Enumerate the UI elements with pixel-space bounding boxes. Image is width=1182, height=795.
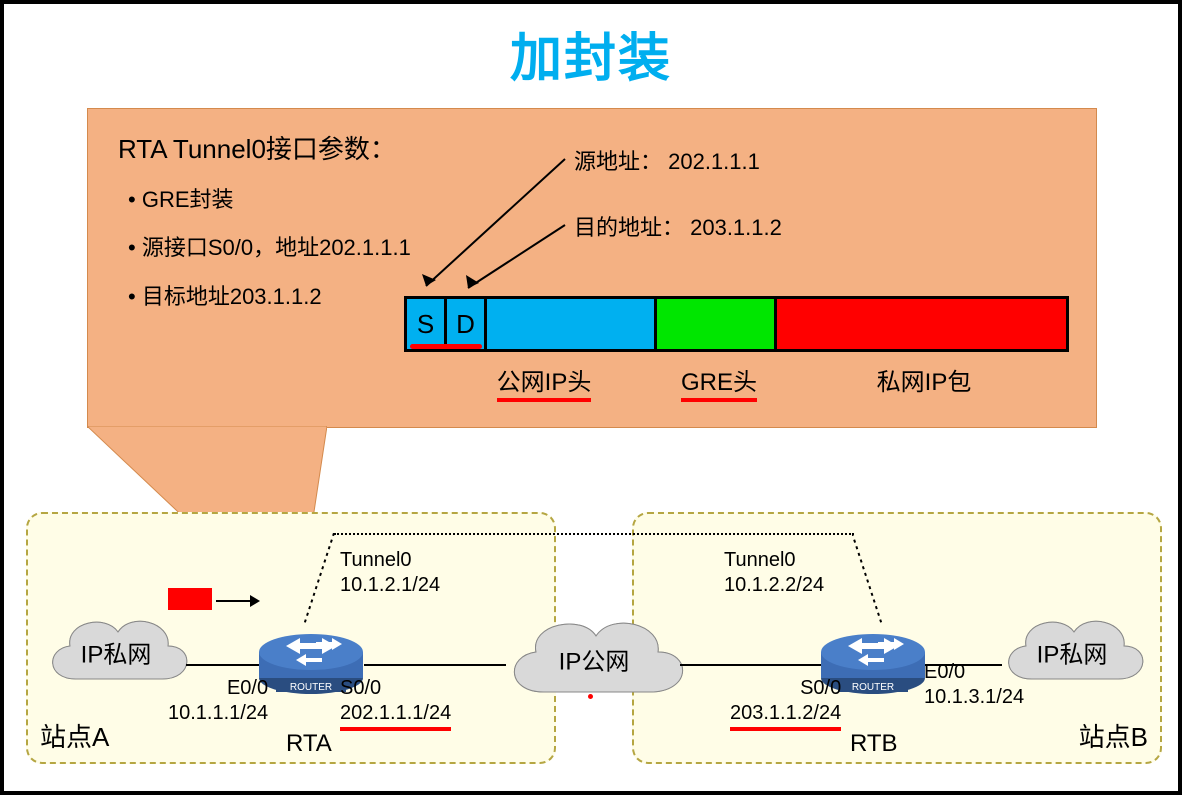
- router-rtb-name: RTB: [850, 730, 898, 758]
- link-line: [680, 664, 822, 666]
- arrow-dst-to-d: [460, 220, 570, 300]
- packet-arrow-icon: [216, 592, 260, 610]
- packet-seg-gre: [657, 299, 777, 349]
- link-line: [364, 664, 506, 666]
- cloud-right-label: IP私网: [1037, 634, 1108, 669]
- dst-address-label: 目的地址： 203.1.1.2: [574, 210, 782, 242]
- packet-label-gre: GRE头: [664, 362, 774, 402]
- rta-s0-label: S0/0202.1.1.1/24: [340, 676, 451, 731]
- svg-text:ROUTER: ROUTER: [290, 682, 332, 693]
- rtb-e0-label: E0/010.1.3.1/24: [924, 660, 1024, 710]
- diagram-canvas: 加封装 RTA Tunnel0接口参数： GRE封装 源接口S0/0，地址202…: [0, 0, 1182, 795]
- rtb-tunnel-label: Tunnel010.1.2.2/24: [724, 548, 824, 598]
- packet-bar: S D: [404, 296, 1069, 352]
- packet-seg-public: [487, 299, 657, 349]
- site-b-label: 站点B: [1079, 717, 1148, 754]
- packet-label-public: 公网IP头: [474, 362, 614, 402]
- packet-icon: [168, 588, 212, 610]
- page-title: 加封装: [510, 16, 672, 91]
- rta-e0-label: E0/010.1.1.1/24: [168, 676, 268, 726]
- packet-seg-private: [777, 299, 1066, 349]
- underline-sd: [410, 344, 482, 349]
- src-address-label: 源地址： 202.1.1.1: [574, 144, 760, 176]
- packet-seg-s: S: [407, 299, 447, 349]
- tunnel-dotted-left: [334, 533, 854, 535]
- packet-seg-d: D: [447, 299, 487, 349]
- dot-marker: [588, 694, 593, 699]
- link-line: [186, 664, 266, 666]
- router-rta-name: RTA: [286, 730, 332, 758]
- packet-label-private: 私网IP包: [834, 362, 1014, 397]
- site-a-label: 站点A: [40, 717, 109, 754]
- cloud-public: IP公网: [494, 604, 694, 714]
- rta-tunnel-label: Tunnel010.1.2.1/24: [340, 548, 440, 598]
- cloud-left-label: IP私网: [81, 634, 152, 669]
- cloud-center-label: IP公网: [559, 642, 630, 677]
- svg-text:ROUTER: ROUTER: [852, 682, 894, 693]
- rtb-s0-label: S0/0203.1.1.2/24: [730, 676, 841, 731]
